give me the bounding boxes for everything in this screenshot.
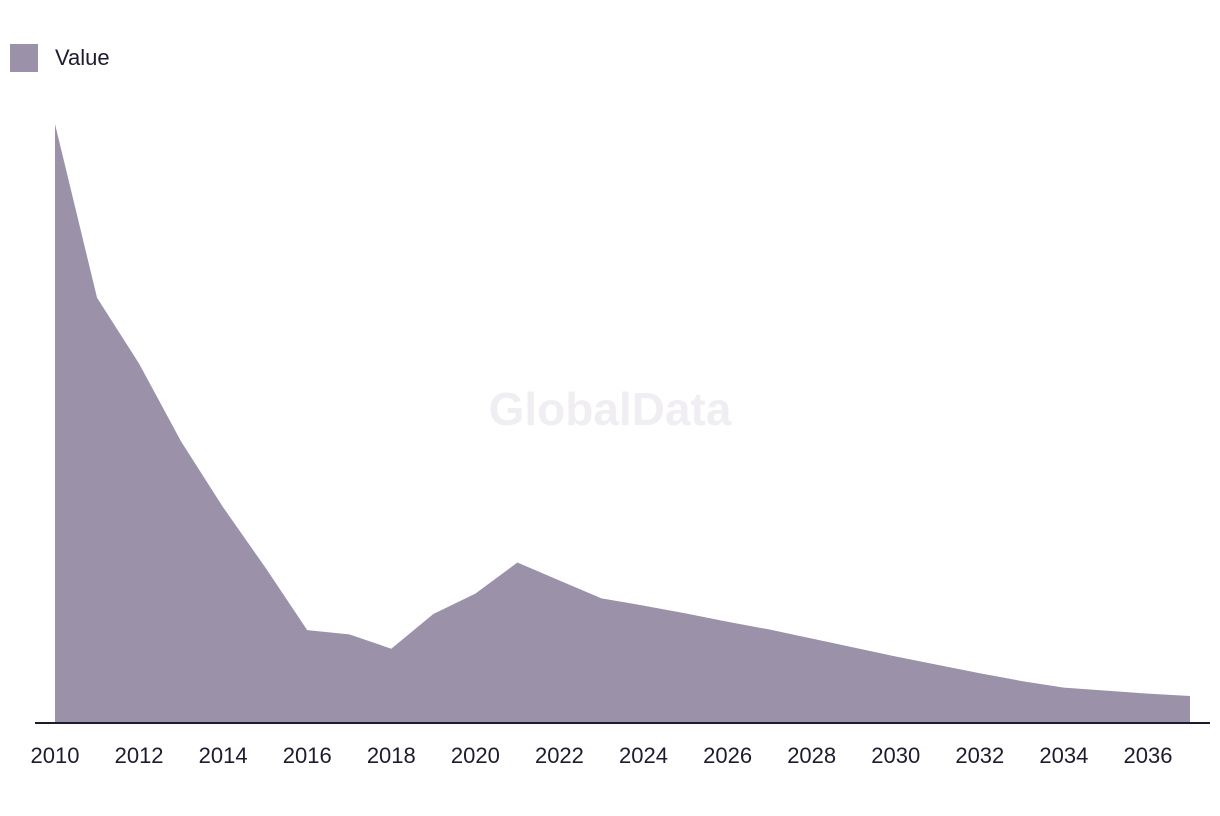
x-tick-label: 2032 bbox=[955, 743, 1004, 768]
x-tick-label: 2016 bbox=[283, 743, 332, 768]
series-area-value bbox=[55, 124, 1190, 723]
x-tick-label: 2010 bbox=[31, 743, 80, 768]
x-tick-label: 2018 bbox=[367, 743, 416, 768]
x-tick-label: 2014 bbox=[199, 743, 248, 768]
x-tick-label: 2034 bbox=[1039, 743, 1088, 768]
x-tick-label: 2024 bbox=[619, 743, 668, 768]
legend-label: Value bbox=[55, 45, 110, 70]
x-tick-label: 2012 bbox=[115, 743, 164, 768]
x-axis-ticks: 2010 2012 2014 2016 2018 2020 2022 2024 2026 2028… bbox=[31, 743, 1173, 768]
x-tick-label: 2030 bbox=[871, 743, 920, 768]
x-tick-label: 2020 bbox=[451, 743, 500, 768]
legend: Value bbox=[10, 44, 110, 72]
x-tick-label: 2028 bbox=[787, 743, 836, 768]
x-tick-label: 2022 bbox=[535, 743, 584, 768]
plot-area bbox=[54, 123, 1191, 723]
legend-swatch bbox=[10, 44, 38, 72]
x-tick-label: 2026 bbox=[703, 743, 752, 768]
watermark-logo: GlobalData bbox=[489, 383, 732, 435]
x-tick-label: 2036 bbox=[1123, 743, 1172, 768]
